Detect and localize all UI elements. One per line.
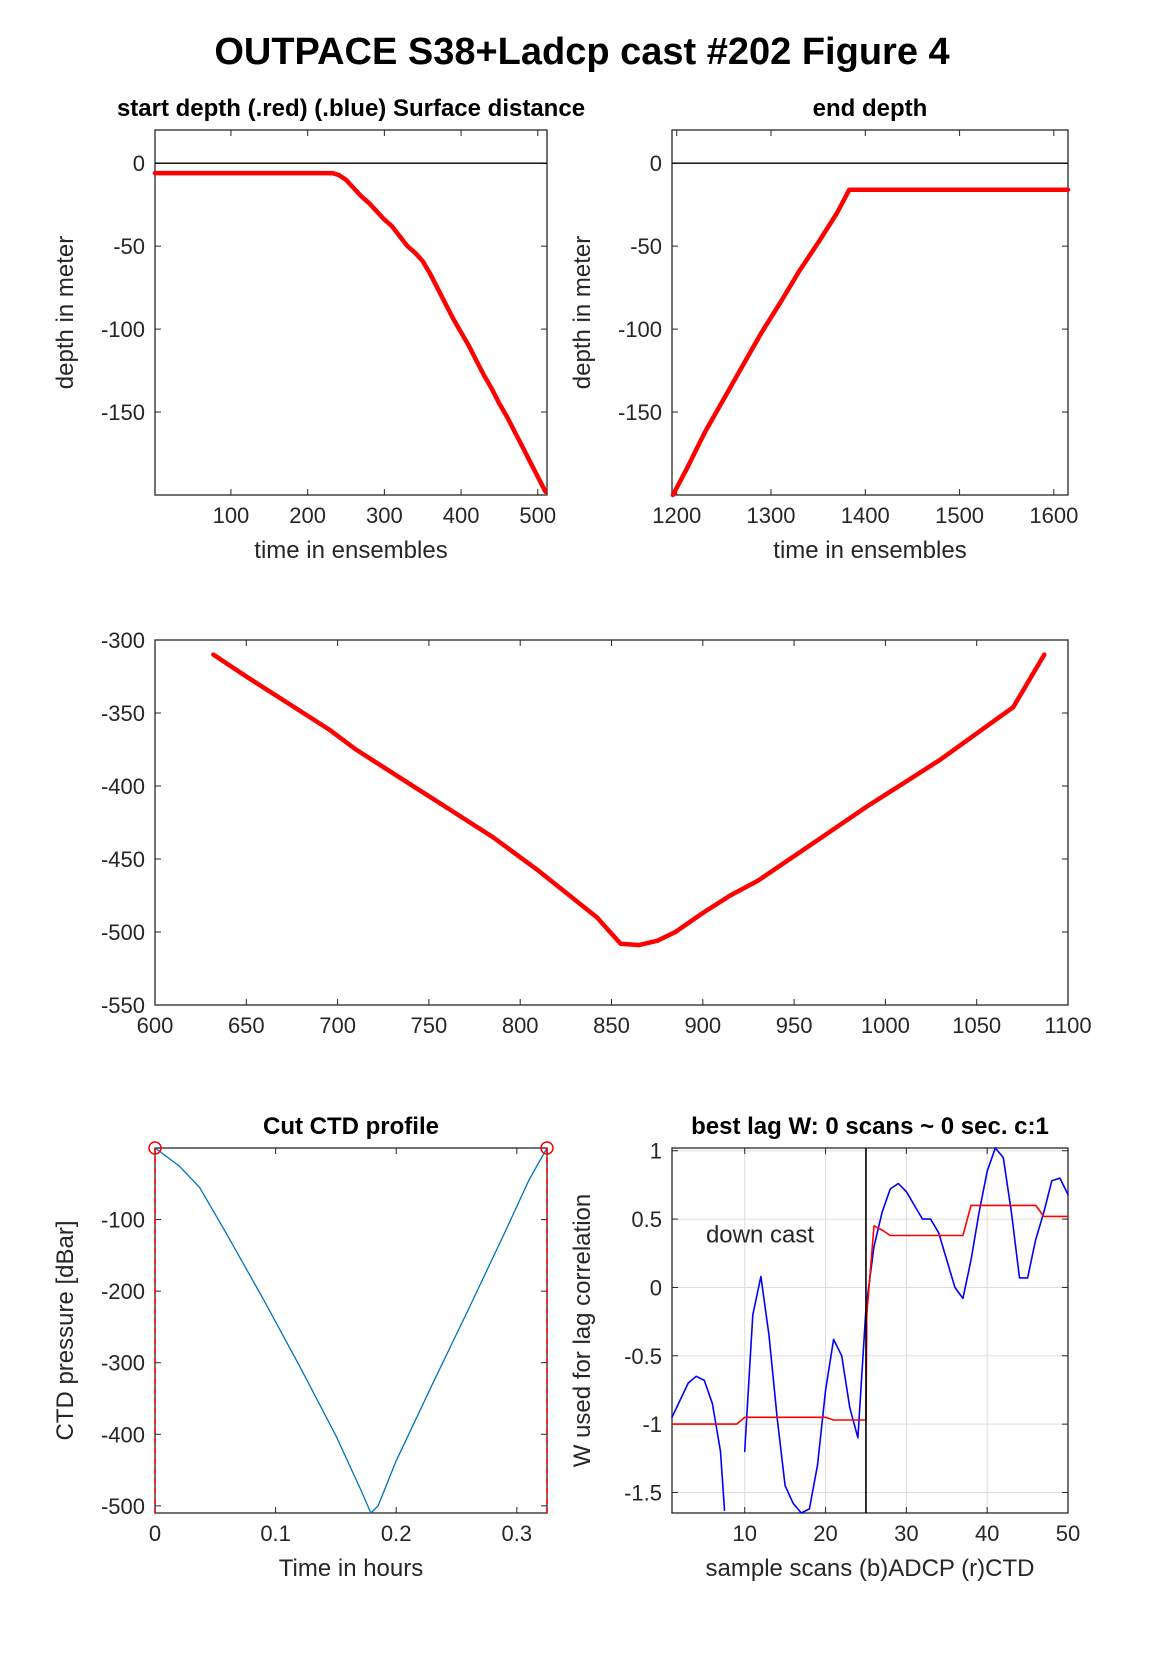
y-tick-label: -100 bbox=[101, 317, 145, 342]
x-tick-label: 1200 bbox=[652, 503, 701, 528]
y-axis-label: CTD pressure [dBar] bbox=[52, 1220, 79, 1440]
plot-area-frame bbox=[154, 129, 548, 496]
x-tick-label: 500 bbox=[519, 503, 556, 528]
y-axis-label: depth in meter bbox=[52, 236, 79, 389]
plot-area-frame bbox=[154, 1147, 548, 1514]
x-tick-label: 50 bbox=[1056, 1521, 1080, 1546]
x-axis-label: sample scans (b)ADCP (r)CTD bbox=[706, 1555, 1035, 1582]
x-tick-label: 20 bbox=[813, 1521, 837, 1546]
chart-title: Cut CTD profile bbox=[263, 1113, 439, 1140]
y-tick-label: -1 bbox=[642, 1412, 662, 1437]
chart-end: 1200 1300 1400 1500 1600 0 -50 -100 -150 end dept… bbox=[569, 95, 1078, 564]
y-tick-label: -1.5 bbox=[624, 1480, 662, 1505]
y-tick-label: -500 bbox=[101, 1494, 145, 1519]
x-tick-label: 40 bbox=[975, 1521, 999, 1546]
y-tick-label: -200 bbox=[101, 1279, 145, 1304]
x-tick-label: 100 bbox=[213, 503, 250, 528]
x-tick-label: 1600 bbox=[1029, 503, 1078, 528]
endpoint-marker bbox=[148, 1141, 162, 1155]
y-tick-label: -150 bbox=[618, 400, 662, 425]
x-tick-label: 900 bbox=[684, 1013, 721, 1038]
figure-title: OUTPACE S38+Ladcp cast #202 Figure 4 bbox=[214, 31, 949, 73]
y-tick-label: -550 bbox=[101, 993, 145, 1018]
chart-ctd: 0 0.1 0.2 0.3 -100 -200 -300 -400 -500 Cut CTD pr… bbox=[52, 1113, 554, 1582]
y-tick-label: -300 bbox=[101, 1351, 145, 1376]
x-tick-label: 1300 bbox=[747, 503, 796, 528]
y-tick-label: -50 bbox=[630, 234, 662, 259]
x-tick-label: 0.3 bbox=[502, 1521, 533, 1546]
series-line-0 bbox=[670, 187, 1071, 498]
x-tick-label: 1000 bbox=[861, 1013, 910, 1038]
y-tick-label: -400 bbox=[101, 1422, 145, 1447]
y-tick-label: 1 bbox=[650, 1139, 662, 1164]
plot-area-frame bbox=[154, 639, 1069, 1006]
x-tick-label: 1400 bbox=[841, 503, 890, 528]
x-tick-label: 850 bbox=[593, 1013, 630, 1038]
chart-title: start depth (.red) (.blue) Surface dista… bbox=[117, 95, 585, 122]
x-axis-label: time in ensembles bbox=[254, 537, 447, 564]
plot-area-frame bbox=[671, 1147, 1069, 1514]
series-line-2 bbox=[671, 1204, 1069, 1425]
x-tick-label: 400 bbox=[443, 503, 480, 528]
x-tick-label: 950 bbox=[776, 1013, 813, 1038]
chart-lag: 10 20 30 40 50 1 0.5 0 -0.5 -1 -1.5 down cast best l… bbox=[569, 1113, 1080, 1582]
series-line-0 bbox=[671, 1375, 726, 1512]
series-line-1 bbox=[743, 1147, 1069, 1514]
y-tick-label: 0 bbox=[650, 151, 662, 176]
x-tick-label: 0.2 bbox=[381, 1521, 412, 1546]
annotation-label: down cast bbox=[706, 1221, 814, 1248]
series-line-0 bbox=[211, 652, 1047, 948]
x-axis-label: time in ensembles bbox=[773, 537, 966, 564]
y-tick-label: -300 bbox=[101, 628, 145, 653]
y-tick-label: -500 bbox=[101, 920, 145, 945]
y-tick-label: 0.5 bbox=[631, 1207, 662, 1232]
plot-area-frame bbox=[671, 129, 1069, 496]
x-tick-label: 800 bbox=[502, 1013, 539, 1038]
x-tick-label: 0 bbox=[149, 1521, 161, 1546]
y-tick-label: -150 bbox=[101, 400, 145, 425]
endpoint-marker bbox=[540, 1141, 554, 1155]
x-tick-label: 30 bbox=[894, 1521, 918, 1546]
chart-middle: 600 650 700 750 800 850 900 950 1000 1050 1100 -300… bbox=[101, 628, 1092, 1038]
x-axis-label: Time in hours bbox=[279, 1555, 424, 1582]
x-tick-label: 0.1 bbox=[260, 1521, 291, 1546]
y-tick-label: -50 bbox=[113, 234, 145, 259]
x-tick-label: 10 bbox=[732, 1521, 756, 1546]
y-tick-label: 0 bbox=[133, 151, 145, 176]
y-tick-label: 0 bbox=[650, 1275, 662, 1300]
x-tick-label: 1100 bbox=[1044, 1013, 1091, 1038]
x-tick-label: 600 bbox=[137, 1013, 174, 1038]
x-tick-label: 1500 bbox=[935, 503, 984, 528]
chart-title: best lag W: 0 scans ~ 0 sec. c:1 bbox=[691, 1113, 1049, 1140]
y-tick-label: -450 bbox=[101, 847, 145, 872]
x-tick-label: 300 bbox=[366, 503, 403, 528]
chart-title: end depth bbox=[813, 95, 928, 122]
y-axis-label: depth in meter bbox=[569, 236, 596, 389]
series-line-0 bbox=[154, 1147, 548, 1514]
y-tick-label: -100 bbox=[618, 317, 662, 342]
y-tick-label: -0.5 bbox=[624, 1344, 662, 1369]
x-tick-label: 1050 bbox=[952, 1013, 1001, 1038]
x-tick-label: 200 bbox=[289, 503, 326, 528]
x-tick-label: 750 bbox=[411, 1013, 448, 1038]
y-tick-label: -100 bbox=[101, 1208, 145, 1233]
series-line-0 bbox=[152, 170, 548, 494]
x-tick-label: 650 bbox=[228, 1013, 265, 1038]
y-axis-label: W used for lag correlation bbox=[569, 1194, 596, 1467]
chart-start: 100 200 300 400 500 0 -50 -100 -150 start depth (… bbox=[52, 95, 585, 564]
y-tick-label: -400 bbox=[101, 774, 145, 799]
x-tick-label: 700 bbox=[319, 1013, 356, 1038]
y-tick-label: -350 bbox=[101, 701, 145, 726]
